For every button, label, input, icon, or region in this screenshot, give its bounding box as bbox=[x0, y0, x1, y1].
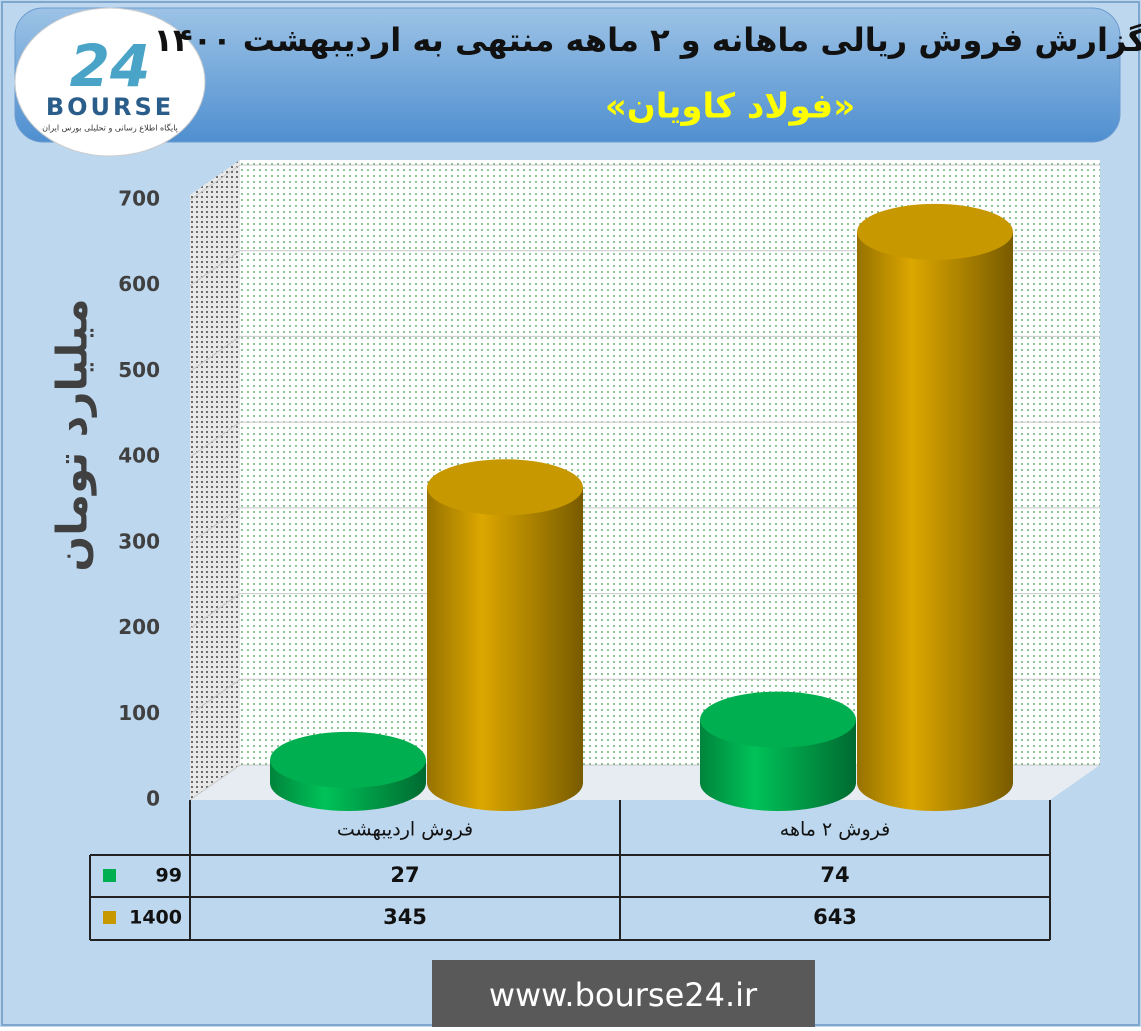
bar bbox=[857, 231, 1013, 811]
y-tick-label: 700 bbox=[118, 187, 160, 211]
bar-top bbox=[270, 731, 426, 788]
grid-line bbox=[189, 250, 241, 287]
grid-line bbox=[189, 421, 241, 458]
footer-url: www.bourse24.ir bbox=[489, 976, 758, 1014]
y-tick-label: 300 bbox=[118, 529, 160, 553]
x-tick-label: فروش ۲ ماهه bbox=[780, 819, 890, 841]
y-tick-label: 600 bbox=[118, 272, 160, 296]
y-tick-label: 400 bbox=[118, 444, 160, 468]
grid-line bbox=[189, 678, 241, 715]
legend-label: 99 bbox=[156, 865, 182, 887]
logo bbox=[14, 7, 206, 157]
logo-brand: BOURSE bbox=[46, 93, 174, 121]
bar-top bbox=[700, 691, 856, 748]
grid-line bbox=[189, 593, 241, 629]
y-tick-label: 500 bbox=[118, 358, 160, 382]
side-wall bbox=[190, 160, 240, 800]
bar bbox=[427, 487, 583, 811]
table-value: 74 bbox=[820, 863, 849, 887]
legend-label: 1400 bbox=[129, 907, 182, 929]
grid-line bbox=[189, 507, 241, 544]
logo-tagline: پایگاه اطلاع رسانی و تحلیلی بورس ایران bbox=[42, 123, 178, 133]
table-value: 27 bbox=[390, 863, 419, 887]
chart-subtitle: «فولاد کاویان» bbox=[605, 87, 855, 127]
grid-line bbox=[189, 764, 241, 801]
table-value: 345 bbox=[383, 905, 427, 929]
y-tick-label: 100 bbox=[118, 701, 160, 725]
bar-top bbox=[427, 459, 583, 516]
x-tick-label: فروش اردیبهشت bbox=[337, 819, 473, 841]
grid-line bbox=[189, 164, 241, 201]
legend-swatch bbox=[103, 911, 116, 924]
table-value: 643 bbox=[813, 905, 857, 929]
y-axis-label: میلیارد تومان bbox=[48, 298, 98, 571]
y-tick-label: 0 bbox=[146, 787, 160, 811]
bar-top bbox=[857, 203, 1013, 260]
grid-line bbox=[189, 336, 241, 372]
y-tick-label: 200 bbox=[118, 615, 160, 639]
legend-swatch bbox=[103, 869, 116, 882]
logo-number: 24 bbox=[70, 32, 151, 100]
data-table bbox=[89, 800, 1051, 941]
chart-title: گزارش فروش ریالی ماهانه و ۲ ماهه منتهی ب… bbox=[154, 21, 1141, 59]
footer-box bbox=[432, 960, 815, 1027]
